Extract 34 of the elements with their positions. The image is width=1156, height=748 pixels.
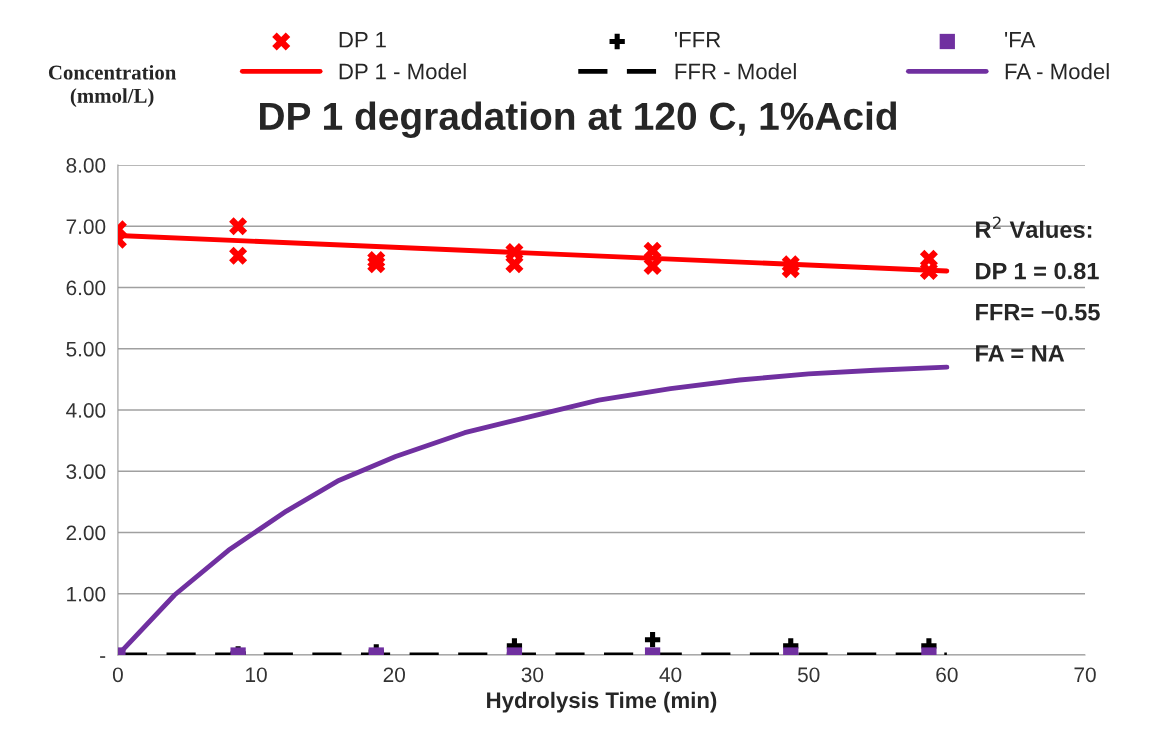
- y-tick-label: 8.00: [66, 158, 106, 173]
- x-tick-label: 10: [246, 667, 267, 683]
- x-tick-label: 30: [521, 667, 544, 683]
- point: [367, 255, 386, 274]
- x-tick-label: 70: [1074, 667, 1096, 683]
- point: [229, 246, 248, 265]
- legend-label: FA - Model: [1005, 63, 1109, 80]
- y-tick-label: 3.00: [66, 464, 106, 480]
- x-tick-label: 0: [112, 667, 123, 683]
- y-tick-label: 1.00: [67, 586, 106, 602]
- y-tick-label: 5.00: [66, 341, 106, 357]
- point: [781, 260, 800, 279]
- x-tick-label: 50: [797, 667, 820, 683]
- legend-label: DP 1 - Model: [339, 63, 466, 80]
- x-tick-label: 40: [659, 667, 682, 683]
- y-tick-label: 6.00: [66, 280, 106, 296]
- x-tick-label: 60: [936, 667, 958, 683]
- annotation: FFR= −0.55: [976, 303, 1100, 321]
- legend-label: 'FA: [1005, 32, 1036, 48]
- legend-label: DP 1: [339, 32, 386, 48]
- y-axis-title: Concentration (mmol/L): [48, 64, 177, 108]
- annotation: DP 1 = 0.81: [976, 262, 1099, 280]
- x-tick-label: 20: [383, 667, 405, 683]
- point: [229, 217, 248, 236]
- legend-label: 'FFR: [674, 32, 721, 48]
- y-tick-label: -: [100, 656, 106, 658]
- annotation: R$^{2}$ Values:: [976, 216, 1092, 239]
- y-tick-label: 4.00: [66, 403, 106, 418]
- y-tick-label: 2.00: [66, 525, 106, 541]
- x-axis-title: Hydrolysis Time (min): [487, 691, 717, 713]
- annotation: FA = NA: [976, 345, 1065, 362]
- chart-title: DP 1 degradation at 120 C, 1%Acid: [260, 101, 897, 138]
- y-tick-label: 7.00: [66, 219, 106, 235]
- legend-label: FFR - Model: [675, 63, 796, 80]
